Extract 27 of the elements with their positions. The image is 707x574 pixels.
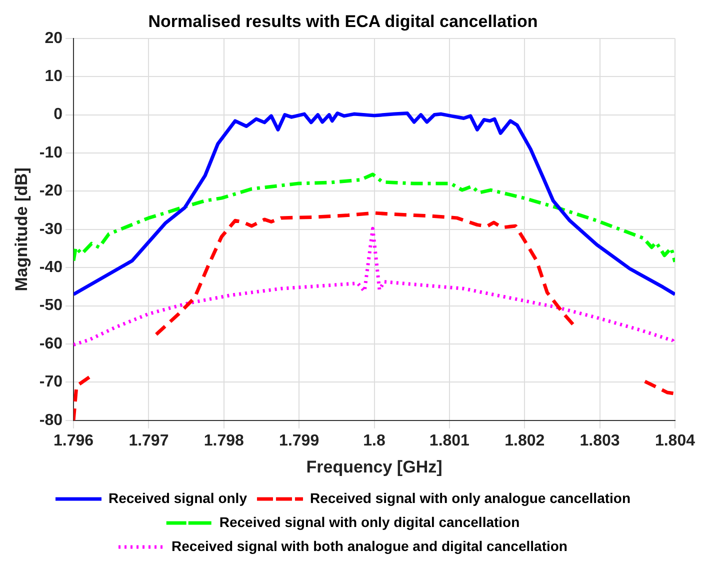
y-tick-label: 10	[44, 68, 63, 86]
y-tick-label: -40	[39, 259, 63, 276]
x-tick-label: 1.797	[128, 432, 169, 450]
y-tick-label: 20	[44, 30, 63, 47]
y-tick-label: -60	[39, 335, 63, 352]
y-axis-title: Magnitude [dB]	[12, 168, 31, 292]
x-tick-label: 1.801	[429, 432, 470, 450]
x-tick-label: 1.8	[363, 432, 386, 450]
x-tick-label: 1.799	[279, 432, 320, 450]
y-tick-label: -50	[39, 297, 63, 314]
y-tick-label: -30	[39, 220, 63, 238]
x-tick-label: 1.802	[504, 432, 545, 450]
x-tick-label: 1.803	[580, 432, 620, 450]
chart-title: Normalised results with ECA digital cancellation	[148, 12, 538, 31]
y-tick-label: 0	[54, 106, 63, 124]
legend-label: Received signal only	[108, 490, 248, 506]
legend-label: Received signal with only analogue cancellation	[310, 490, 631, 506]
y-tick-label: -10	[39, 144, 63, 162]
legend-label: Received signal with only digital cancellation	[219, 514, 520, 530]
legend-label: Received signal with both analogue and digital cancellation	[172, 538, 568, 554]
x-tick-label: 1.804	[654, 432, 696, 450]
y-tick-label: -20	[39, 182, 63, 200]
y-tick-label: -70	[39, 374, 63, 391]
x-tick-label: 1.796	[54, 432, 94, 450]
x-axis-title: Frequency [GHz]	[306, 457, 442, 476]
x-tick-label: 1.798	[204, 432, 244, 450]
y-tick-label: -80	[39, 412, 63, 429]
